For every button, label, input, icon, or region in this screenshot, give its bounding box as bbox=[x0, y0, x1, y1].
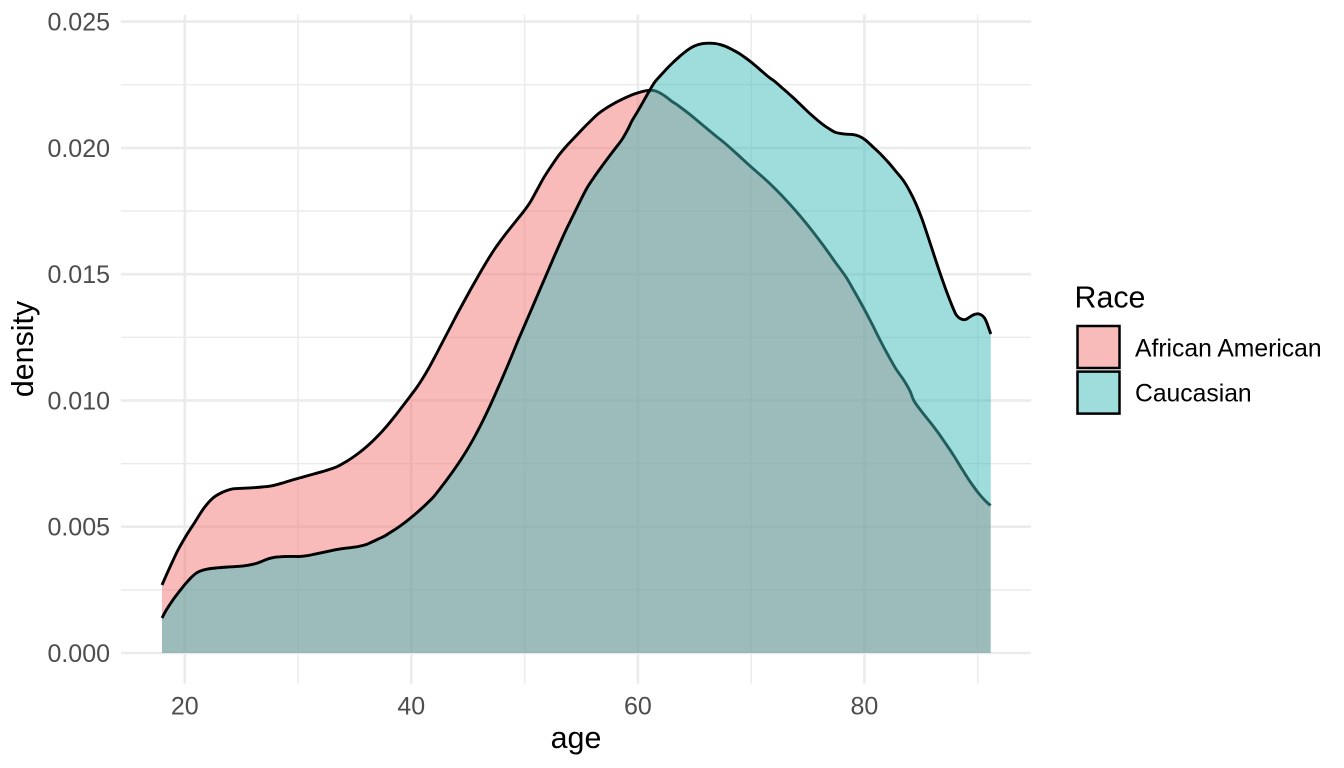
svg-text:age: age bbox=[551, 721, 602, 755]
svg-text:60: 60 bbox=[624, 692, 652, 720]
svg-text:density: density bbox=[6, 300, 40, 397]
svg-text:0.010: 0.010 bbox=[47, 387, 110, 415]
svg-text:0.015: 0.015 bbox=[47, 261, 110, 289]
svg-text:African American: African American bbox=[1135, 336, 1322, 363]
svg-text:0.005: 0.005 bbox=[47, 514, 110, 542]
svg-text:0.025: 0.025 bbox=[47, 9, 110, 37]
svg-text:0.020: 0.020 bbox=[47, 135, 110, 163]
svg-text:Caucasian: Caucasian bbox=[1135, 381, 1252, 408]
svg-text:20: 20 bbox=[171, 692, 199, 720]
svg-text:80: 80 bbox=[850, 692, 878, 720]
svg-text:Race: Race bbox=[1075, 281, 1146, 315]
svg-text:0.000: 0.000 bbox=[47, 640, 110, 668]
svg-text:40: 40 bbox=[397, 692, 425, 720]
